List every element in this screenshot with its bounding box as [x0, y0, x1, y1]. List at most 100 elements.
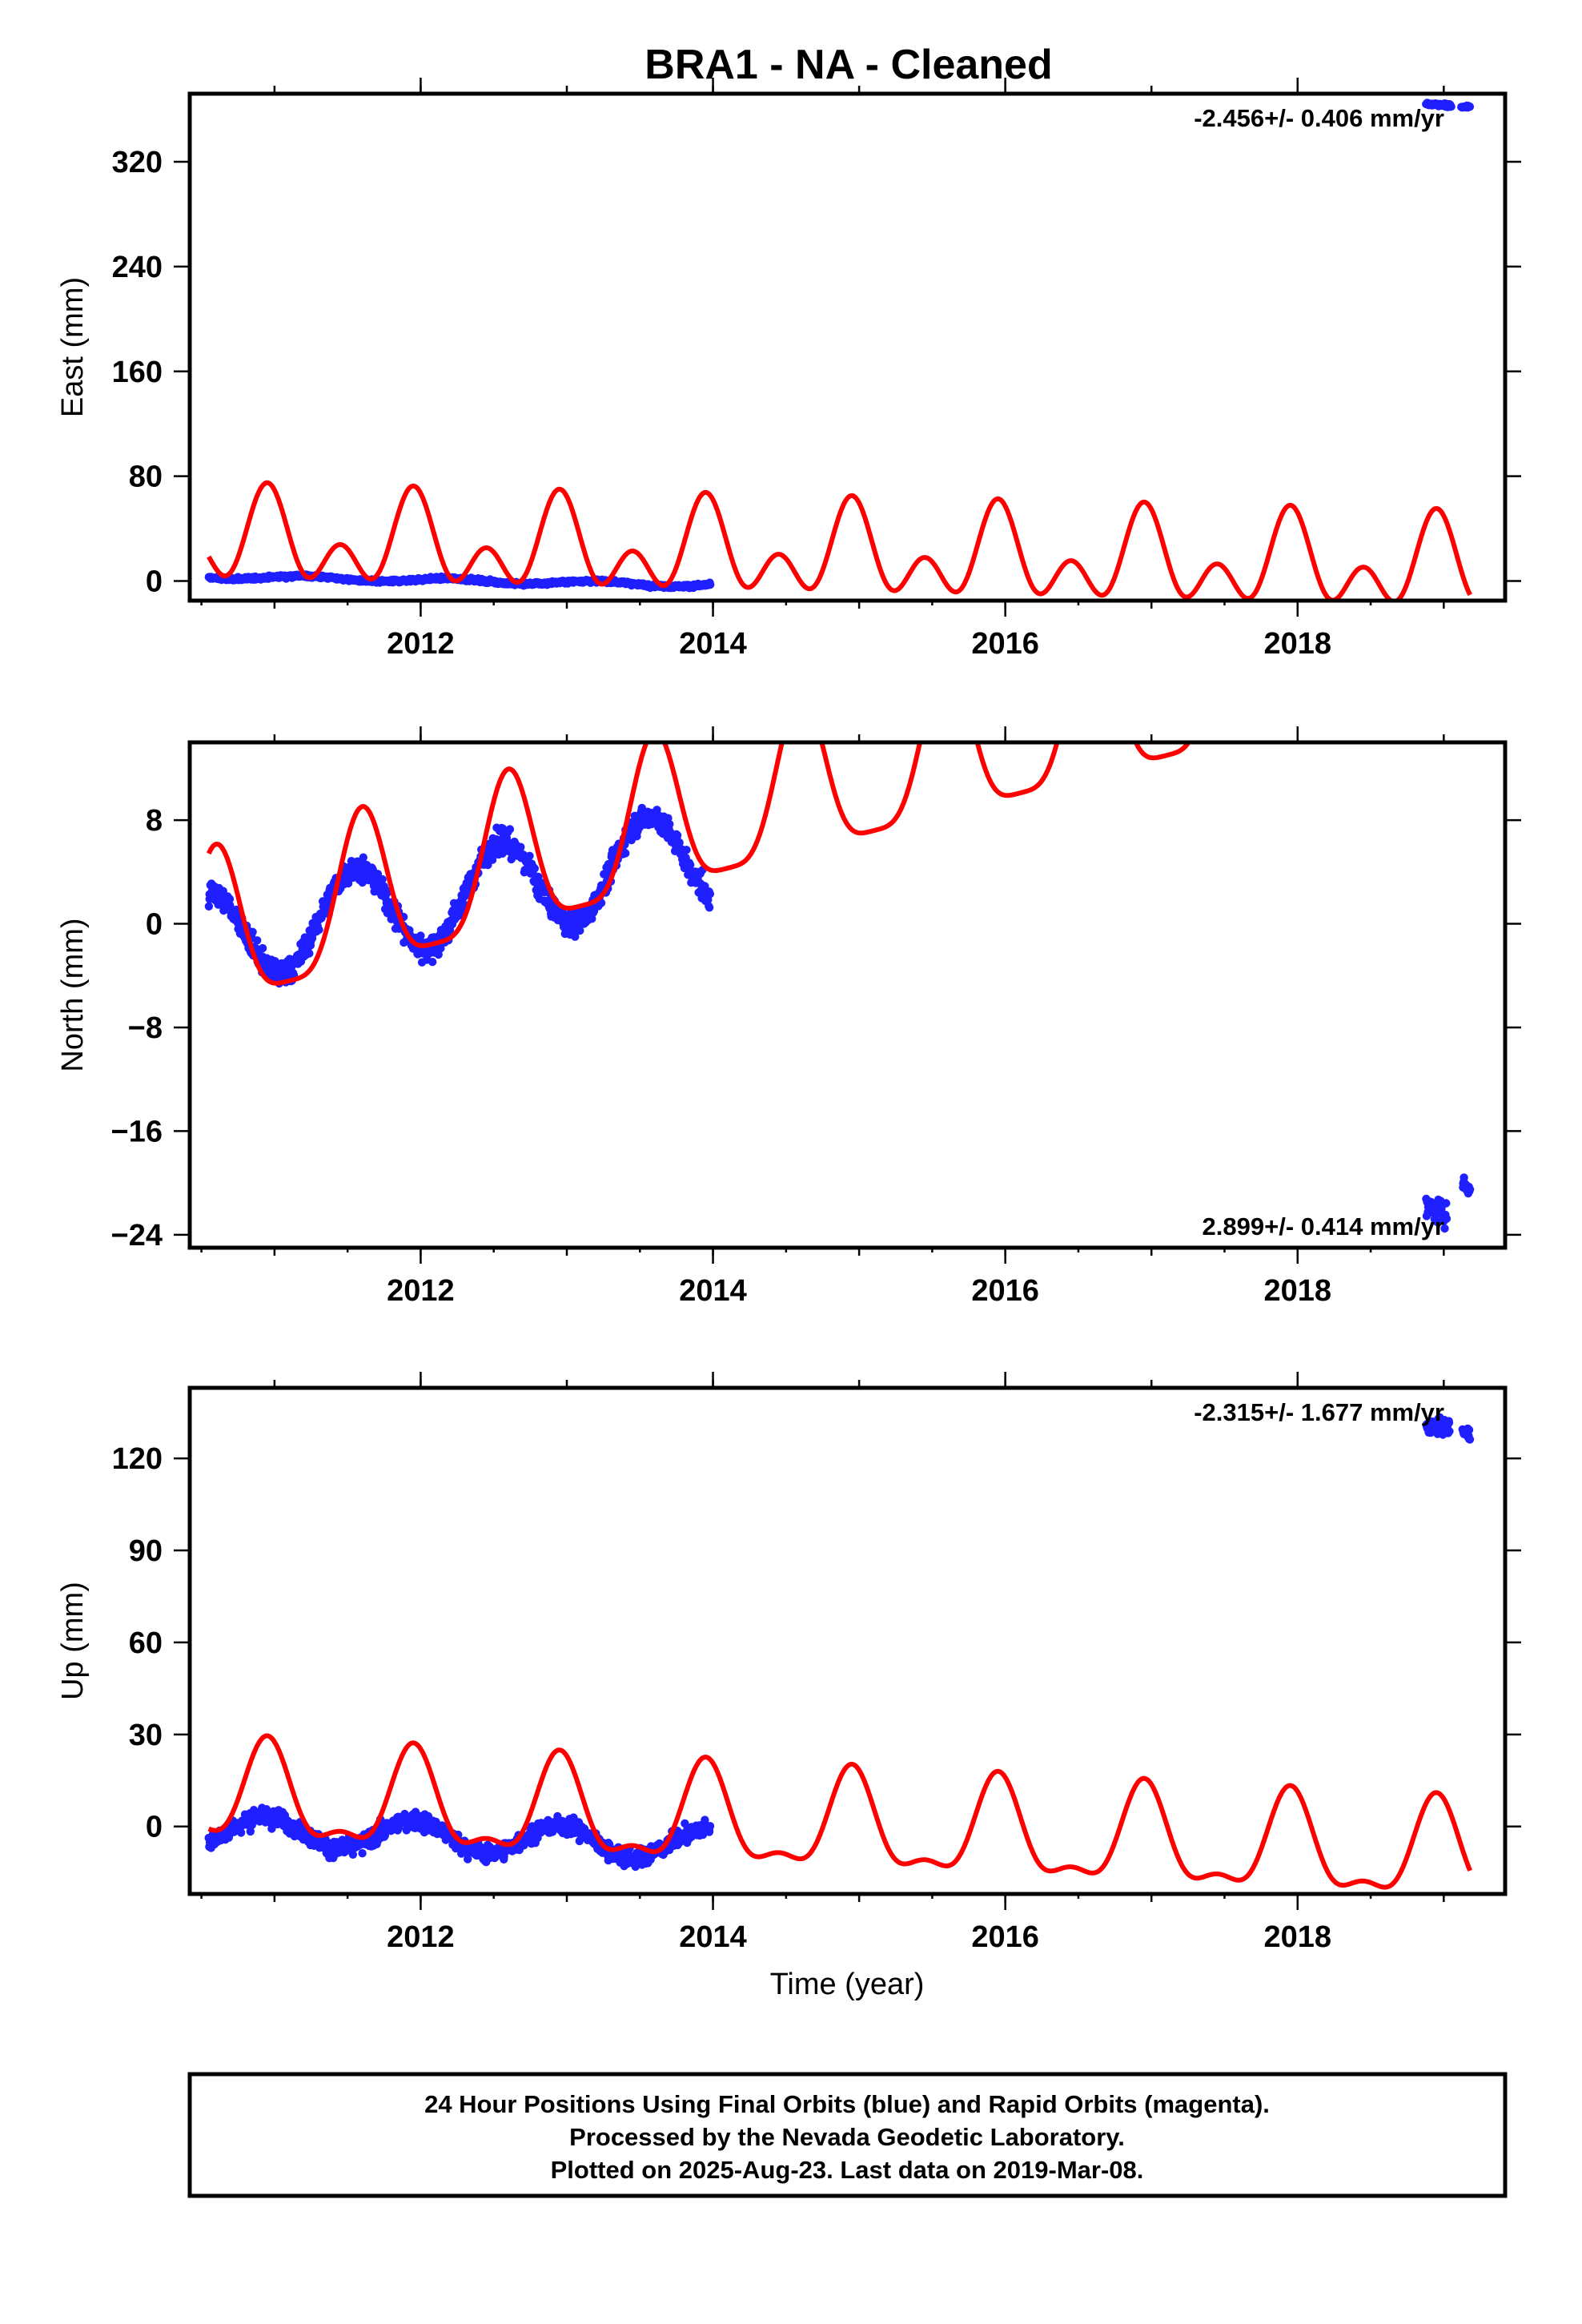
x-tick-label: 2014 [679, 1920, 747, 1954]
model-curve [207, 1733, 1472, 1890]
data-point [588, 915, 596, 923]
rate-label: 2.899+/- 0.414 mm/yr [1203, 1212, 1444, 1240]
data-point [1445, 1427, 1454, 1436]
y-axis-label: Up (mm) [56, 1582, 90, 1700]
x-axis-label: Time (year) [770, 1968, 925, 2001]
x-tick-label: 2018 [1263, 1920, 1331, 1954]
data-point [358, 1849, 367, 1858]
plot-frame [187, 740, 1508, 1250]
east-panel: 2012 2014 2016 2018 0 80 160 240 320 East (mm) -2.… [56, 78, 1521, 661]
data-point [1465, 1185, 1475, 1194]
data-point [373, 870, 383, 879]
x-tick-label: 2014 [679, 627, 747, 661]
x-tick-label: 2016 [971, 1274, 1039, 1308]
x-tick-label: 2014 [679, 1274, 747, 1308]
data-point [505, 825, 515, 834]
y-tick-label: 120 [112, 1442, 163, 1476]
data-point [436, 944, 445, 953]
x-tick-label: 2016 [971, 1920, 1039, 1954]
data-points [204, 99, 1475, 593]
data-point [348, 1850, 358, 1859]
data-point [246, 1827, 255, 1836]
data-point [705, 890, 715, 899]
data-point [1442, 1199, 1451, 1208]
model-curve [207, 742, 1192, 986]
north-panel: 2012 2014 2016 2018 −24 −16 −8 0 8 North (mm) 2.89… [56, 726, 1521, 1308]
y-axis-label: North (mm) [56, 918, 90, 1072]
rate-label: -2.456+/- 0.406 mm/yr [1194, 104, 1444, 132]
data-point [516, 842, 525, 851]
data-point [359, 853, 367, 862]
up-panel: 2012 2014 2016 2018 0 30 60 90 120 Up (mm) -2.315+… [56, 1372, 1521, 1954]
data-point [315, 925, 323, 935]
data-point [1447, 102, 1456, 111]
plot-frame [187, 91, 1508, 603]
y-tick-label: 160 [112, 356, 163, 389]
y-tick-label: 80 [129, 460, 163, 494]
data-point [1433, 1217, 1442, 1227]
y-tick-label: −16 [111, 1115, 163, 1148]
data-point [236, 1828, 246, 1837]
data-point [248, 927, 257, 937]
data-point [488, 855, 497, 864]
y-tick-label: 0 [146, 908, 163, 942]
data-point [571, 932, 580, 941]
data-point [673, 830, 682, 840]
x-tick-label: 2016 [971, 627, 1039, 661]
data-point [675, 838, 684, 847]
x-tick-label: 2012 [387, 1920, 455, 1954]
data-point [343, 879, 353, 888]
model-curve [207, 480, 1472, 601]
caption-line-2: Processed by the Nevada Geodetic Laborat… [569, 2123, 1125, 2151]
y-tick-label: 240 [112, 251, 163, 284]
x-tick-label: 2012 [387, 627, 455, 661]
data-point [1465, 103, 1475, 111]
y-tick-label: 90 [129, 1534, 163, 1568]
data-point [428, 958, 437, 967]
data-point [621, 849, 630, 858]
data-point [686, 860, 695, 870]
data-point [204, 902, 214, 911]
y-tick-label: 0 [146, 1811, 163, 1844]
data-point [525, 851, 534, 861]
data-point [225, 895, 235, 903]
data-point [706, 580, 715, 589]
caption-box: 24 Hour Positions Using Final Orbits (bl… [187, 2072, 1508, 2198]
rate-label: -2.315+/- 1.677 mm/yr [1194, 1398, 1444, 1426]
data-point [1442, 1214, 1452, 1224]
y-tick-label: 320 [112, 146, 163, 179]
data-point [500, 1852, 508, 1861]
caption-line-3: Plotted on 2025-Aug-23. Last data on 201… [551, 2156, 1144, 2184]
y-tick-label: −8 [128, 1011, 163, 1045]
data-point [378, 875, 387, 884]
y-tick-label: −24 [111, 1219, 163, 1252]
x-tick-label: 2018 [1263, 627, 1331, 661]
x-tick-label: 2012 [387, 1274, 455, 1308]
data-point [358, 878, 367, 887]
caption-frame [187, 2072, 1508, 2198]
data-point [258, 943, 267, 953]
data-point [682, 846, 691, 854]
data-point [305, 949, 314, 958]
data-point [1444, 1418, 1454, 1427]
data-point [530, 864, 539, 873]
data-points [204, 803, 1475, 1233]
plot-frame [187, 1385, 1508, 1896]
data-point [681, 1819, 689, 1828]
data-point [383, 889, 391, 898]
figure-title: BRA1 - NA - Cleaned [644, 42, 1052, 88]
y-tick-label: 60 [129, 1626, 163, 1660]
data-point [705, 903, 714, 912]
data-point [1440, 1224, 1449, 1233]
data-point [416, 931, 425, 940]
data-point [665, 819, 674, 829]
y-tick-label: 0 [146, 565, 163, 598]
y-tick-label: 30 [129, 1719, 163, 1752]
x-tick-label: 2018 [1263, 1274, 1331, 1308]
y-tick-label: 8 [146, 804, 163, 838]
caption-line-1: 24 Hour Positions Using Final Orbits (bl… [424, 2090, 1270, 2118]
data-point [1464, 1425, 1474, 1434]
y-axis-label: East (mm) [56, 277, 90, 417]
data-point [253, 936, 262, 945]
